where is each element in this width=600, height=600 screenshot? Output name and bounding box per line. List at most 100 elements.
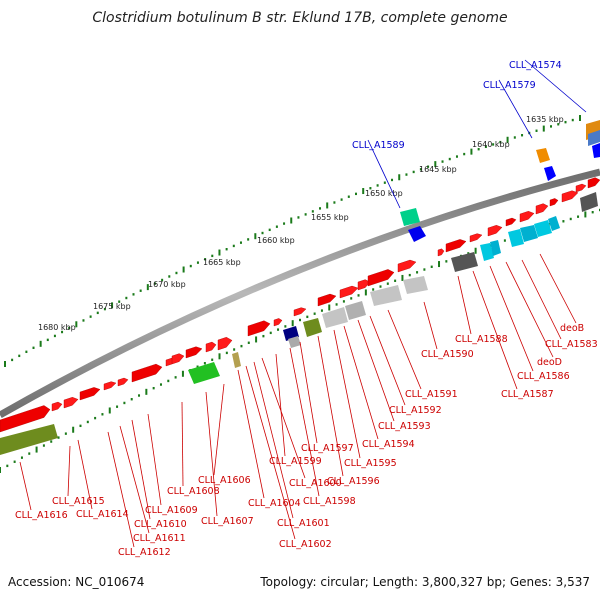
gene-label[interactable]: CLL_A1583 bbox=[545, 339, 598, 350]
gene-arrow-forward[interactable] bbox=[469, 233, 483, 243]
gene-cyan-1[interactable] bbox=[480, 243, 494, 261]
gene-label[interactable]: CLL_A1594 bbox=[362, 439, 415, 450]
gene-arrow-forward[interactable] bbox=[505, 217, 517, 227]
scale-label: 1645 kbp bbox=[419, 165, 457, 174]
gene-dark-grey-2[interactable] bbox=[451, 252, 478, 272]
gene-arrow-forward[interactable] bbox=[437, 248, 445, 257]
gene-olive-2[interactable] bbox=[0, 424, 58, 455]
gene-arrow-forward[interactable] bbox=[51, 401, 63, 412]
gene-arrow-forward[interactable] bbox=[217, 337, 233, 351]
gene-arrow-forward[interactable] bbox=[445, 239, 467, 253]
gene-arrow-forward[interactable] bbox=[79, 387, 101, 401]
gene-dark-grey-1[interactable] bbox=[580, 192, 598, 212]
gene-arrow-forward[interactable] bbox=[575, 183, 587, 193]
gene-label[interactable]: CLL_A1600 bbox=[289, 478, 342, 489]
gene-tan-1[interactable] bbox=[232, 352, 241, 368]
gene-label[interactable]: CLL_A1593 bbox=[378, 421, 431, 432]
gene-arrow-forward[interactable] bbox=[561, 190, 579, 203]
leader-line bbox=[457, 275, 472, 335]
gene-label[interactable]: CLL_A1592 bbox=[389, 405, 442, 416]
gene-label[interactable]: CLL_A1612 bbox=[118, 547, 171, 558]
gene-label[interactable]: CLL_A1590 bbox=[421, 349, 474, 360]
leader-line bbox=[147, 413, 162, 506]
gene-label[interactable]: CLL_A1595 bbox=[344, 458, 397, 469]
gene-label[interactable]: CLL_A1611 bbox=[133, 533, 186, 544]
gene-arrow-forward[interactable] bbox=[103, 381, 117, 391]
gene-arrow-forward[interactable] bbox=[549, 198, 559, 207]
gene-label[interactable]: CLL_A1589 bbox=[352, 140, 405, 151]
gene-light-grey-1[interactable] bbox=[403, 276, 428, 294]
gene-label[interactable]: CLL_A1606 bbox=[198, 475, 251, 486]
gene-label[interactable]: CLL_A1609 bbox=[145, 505, 198, 516]
gene-light-grey-3[interactable] bbox=[345, 301, 366, 320]
gene-label[interactable]: deoB bbox=[560, 323, 584, 334]
gene-label[interactable]: CLL_A1604 bbox=[248, 498, 301, 509]
gene-arrow-forward[interactable] bbox=[131, 363, 163, 383]
gene-arrow-forward[interactable] bbox=[487, 225, 503, 237]
gene-arrow-forward[interactable] bbox=[339, 285, 359, 299]
gene-arrow-forward[interactable] bbox=[293, 307, 307, 317]
gene-label[interactable]: CLL_A1587 bbox=[501, 389, 554, 400]
gene-label[interactable]: CLL_A1607 bbox=[201, 516, 254, 527]
gene-label[interactable]: CLL_A1591 bbox=[405, 389, 458, 400]
gene-arrow-forward[interactable] bbox=[357, 279, 371, 291]
gene-light-grey-2[interactable] bbox=[370, 285, 402, 306]
gene-blue-2[interactable] bbox=[592, 143, 600, 158]
gene-label[interactable]: CLL_A1601 bbox=[277, 518, 330, 529]
gene-arrow-forward[interactable] bbox=[519, 211, 535, 223]
gene-arrow-forward[interactable] bbox=[535, 203, 549, 215]
gene-arrow-forward[interactable] bbox=[367, 269, 395, 287]
gene-light-grey-4[interactable] bbox=[322, 307, 348, 328]
gene-grey-small[interactable] bbox=[288, 336, 301, 348]
minor-tick bbox=[405, 173, 408, 176]
gene-label[interactable]: CLL_A1596 bbox=[327, 476, 380, 487]
gene-CLL_A1574-b[interactable] bbox=[588, 130, 600, 146]
major-tick bbox=[470, 148, 473, 155]
gene-arrow-forward[interactable] bbox=[171, 353, 185, 365]
gene-label[interactable]: CLL_A1586 bbox=[517, 371, 570, 382]
gene-label[interactable]: CLL_A1608 bbox=[167, 486, 220, 497]
gene-cyan-2[interactable] bbox=[490, 240, 501, 256]
minor-tick bbox=[372, 288, 375, 291]
gene-blue-3[interactable] bbox=[408, 226, 426, 242]
leader-line bbox=[289, 347, 320, 497]
gene-label[interactable]: CLL_A1574 bbox=[509, 60, 562, 71]
gene-CLL_A1589[interactable] bbox=[400, 208, 420, 226]
gene-blue-1[interactable] bbox=[544, 166, 556, 181]
gene-olive-1[interactable] bbox=[303, 318, 322, 337]
gene-arrow-forward[interactable] bbox=[273, 318, 283, 327]
gene-green-1[interactable] bbox=[188, 362, 220, 384]
gene-label[interactable]: CLL_A1615 bbox=[52, 496, 105, 507]
gene-label[interactable]: CLL_A1579 bbox=[483, 80, 536, 91]
gene-arrow-forward[interactable] bbox=[587, 177, 600, 189]
gene-arrow-forward[interactable] bbox=[205, 341, 217, 353]
gene-arrow-forward[interactable] bbox=[117, 377, 129, 387]
minor-tick bbox=[196, 261, 199, 264]
minor-tick bbox=[394, 279, 397, 282]
gene-arrow-forward[interactable] bbox=[63, 397, 79, 409]
major-tick bbox=[4, 361, 6, 367]
gene-label[interactable]: CLL_A1588 bbox=[455, 334, 508, 345]
gene-CLL_A1579[interactable] bbox=[536, 148, 550, 163]
minor-tick bbox=[174, 376, 177, 379]
minor-tick bbox=[28, 452, 31, 455]
gene-arrow-forward[interactable] bbox=[185, 346, 203, 359]
gene-arrow-forward[interactable] bbox=[397, 259, 417, 273]
gene-arrow-forward[interactable] bbox=[247, 320, 271, 337]
gene-cyan-5[interactable] bbox=[534, 220, 552, 237]
gene-cyan-4[interactable] bbox=[520, 225, 538, 242]
gene-label[interactable]: CLL_A1597 bbox=[301, 443, 354, 454]
gene-arrow-forward[interactable] bbox=[0, 405, 51, 433]
gene-label[interactable]: CLL_A1616 bbox=[15, 510, 68, 521]
gene-label[interactable]: CLL_A1599 bbox=[269, 456, 322, 467]
gene-arrow-forward[interactable] bbox=[317, 293, 337, 307]
gene-label[interactable]: deoD bbox=[537, 357, 562, 368]
gene-label[interactable]: CLL_A1610 bbox=[134, 519, 187, 530]
gene-cyan-3[interactable] bbox=[508, 229, 524, 247]
gene-label[interactable]: CLL_A1602 bbox=[279, 539, 332, 550]
minor-tick bbox=[20, 456, 23, 459]
gene-label[interactable]: CLL_A1614 bbox=[76, 509, 129, 520]
gene-cyan-6[interactable] bbox=[548, 216, 560, 231]
gene-label[interactable]: CLL_A1598 bbox=[303, 496, 356, 507]
minor-tick bbox=[89, 315, 92, 318]
